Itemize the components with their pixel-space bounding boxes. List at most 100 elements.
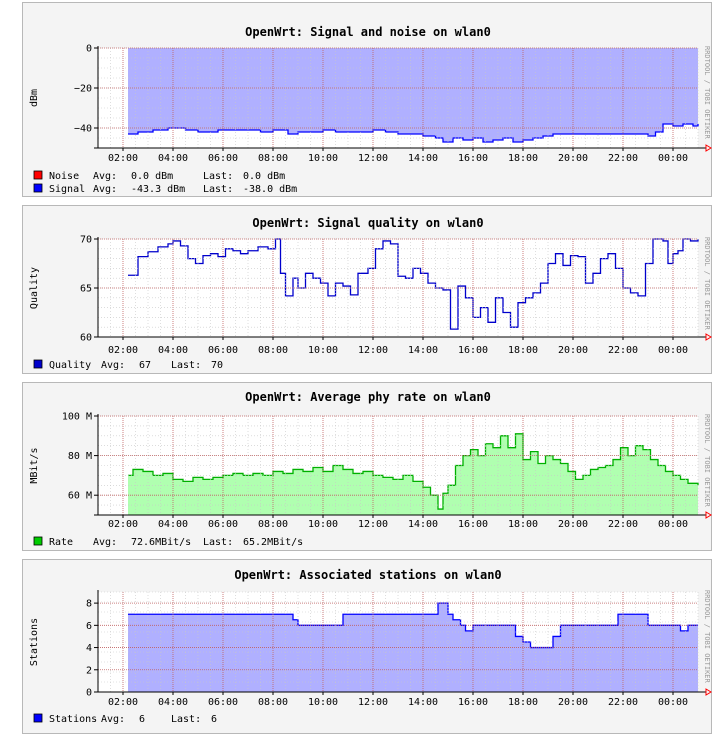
x-tick-label: 12:00 [358, 697, 388, 708]
x-tick-label: 08:00 [258, 345, 288, 356]
y-tick-label: 65 [80, 284, 92, 295]
chart-svg: 60 65 70 02:00 04:00 06:00 08:00 10:00 12:00 14:0… [29, 216, 712, 371]
x-tick-label: 14:00 [408, 697, 438, 708]
legend-avg-label: Avg: [93, 184, 117, 195]
chart-title: OpenWrt: Average phy rate on wlan0 [245, 390, 491, 404]
x-tick-label: 06:00 [208, 519, 238, 530]
legend-last-label: Last: [171, 360, 201, 371]
x-tick-label: 22:00 [608, 345, 638, 356]
x-tick-label: 16:00 [458, 153, 488, 164]
legend-last-value: 70 [211, 360, 223, 371]
x-tick-label: 08:00 [258, 153, 288, 164]
x-tick-label: 22:00 [608, 697, 638, 708]
x-tick-label: 20:00 [558, 519, 588, 530]
legend-swatch-quality [33, 359, 43, 369]
legend-name: Signal [49, 184, 85, 195]
x-axis-arrow-icon [705, 333, 712, 341]
legend-swatch-noise [33, 170, 43, 180]
rrdtool-watermark: RRDTOOL / TOBI OETIKER [703, 46, 711, 140]
y-tick-label: 60 [80, 333, 92, 344]
legend-avg-value: 72.6MBit/s [131, 537, 191, 548]
x-tick-label: 18:00 [508, 519, 538, 530]
x-tick-label: 10:00 [308, 153, 338, 164]
legend-avg-label: Avg: [101, 714, 125, 725]
y-tick-label: 2 [86, 665, 92, 676]
y-tick-label: 8 [86, 599, 92, 610]
chart-panel-phy-rate: 60 M 80 M 100 M 02:00 04:00 06:00 08:00 10:00 12… [22, 382, 712, 551]
legend-name: Rate [49, 537, 73, 548]
x-tick-label: 06:00 [208, 345, 238, 356]
legend-name: Stations [49, 714, 97, 725]
y-tick-label: 80 M [68, 451, 92, 462]
x-tick-label: 04:00 [158, 519, 188, 530]
legend-last-label: Last: [203, 537, 233, 548]
legend-swatch-signal [33, 183, 43, 193]
legend-avg-value: 0.0 dBm [131, 171, 173, 182]
legend-last-label: Last: [203, 171, 233, 182]
series-line-stations [128, 602, 698, 649]
y-axis-label: MBit/s [29, 447, 40, 483]
x-axis-arrow-icon [705, 511, 712, 519]
x-tick-label: 22:00 [608, 519, 638, 530]
legend-last-label: Last: [203, 184, 233, 195]
chart-title: OpenWrt: Signal quality on wlan0 [252, 216, 483, 230]
x-axis-arrow-icon [705, 688, 712, 696]
x-tick-label: 00:00 [658, 519, 688, 530]
x-tick-label: 14:00 [408, 519, 438, 530]
x-tick-label: 02:00 [108, 519, 138, 530]
x-tick-label: 20:00 [558, 697, 588, 708]
y-tick-label: 60 M [68, 491, 92, 502]
x-tick-label: 02:00 [108, 345, 138, 356]
x-tick-label: 04:00 [158, 697, 188, 708]
rrdtool-watermark: RRDTOOL / TOBI OETIKER [703, 237, 711, 331]
x-tick-label: 10:00 [308, 519, 338, 530]
x-tick-label: 18:00 [508, 345, 538, 356]
x-tick-label: 12:00 [358, 153, 388, 164]
series-area-rate [128, 433, 698, 515]
x-tick-label: 20:00 [558, 153, 588, 164]
chart-title: OpenWrt: Associated stations on wlan0 [234, 568, 501, 582]
x-tick-label: 18:00 [508, 697, 538, 708]
legend-avg-value: 6 [139, 714, 145, 725]
x-tick-label: 02:00 [108, 697, 138, 708]
legend-last-label: Last: [171, 714, 201, 725]
y-tick-label: 70 [80, 235, 92, 246]
y-tick-label: 0 [86, 44, 92, 55]
y-tick-label: 6 [86, 621, 92, 632]
legend-last-value: 0.0 dBm [243, 171, 285, 182]
legend-last-value: -38.0 dBm [243, 184, 297, 195]
x-tick-label: 16:00 [458, 697, 488, 708]
x-tick-label: 14:00 [408, 345, 438, 356]
legend-name: Noise [49, 171, 79, 182]
y-tick-label: 100 M [62, 412, 92, 423]
legend-swatch-rate [33, 536, 43, 546]
y-tick-label: −40 [74, 124, 92, 135]
x-tick-label: 00:00 [658, 697, 688, 708]
x-tick-label: 00:00 [658, 153, 688, 164]
legend-avg-label: Avg: [101, 360, 125, 371]
chart-panel-signal-noise: 0 −20 −40 02:00 04:00 06:00 08:00 10:00 12:00 14:… [22, 2, 712, 197]
x-tick-label: 14:00 [408, 153, 438, 164]
rrdtool-watermark: RRDTOOL / TOBI OETIKER [703, 414, 711, 508]
x-tick-label: 18:00 [508, 153, 538, 164]
x-tick-label: 16:00 [458, 345, 488, 356]
legend-last-value: 65.2MBit/s [243, 537, 303, 548]
x-tick-label: 08:00 [258, 519, 288, 530]
y-tick-label: −20 [74, 84, 92, 95]
legend-avg-value: -43.3 dBm [131, 184, 185, 195]
x-axis-arrow-icon [705, 144, 712, 152]
y-axis-label: Quality [29, 267, 40, 309]
series-area-signal [128, 48, 698, 142]
x-tick-label: 20:00 [558, 345, 588, 356]
chart-panel-stations: 0 2 4 6 8 02:00 04:00 06:00 08:00 10:00 12:00 14:00… [22, 559, 712, 734]
legend-swatch-stations [33, 713, 43, 723]
x-tick-label: 02:00 [108, 153, 138, 164]
x-tick-label: 16:00 [458, 519, 488, 530]
x-tick-label: 06:00 [208, 697, 238, 708]
chart-title: OpenWrt: Signal and noise on wlan0 [245, 25, 491, 39]
x-tick-label: 10:00 [308, 697, 338, 708]
legend-avg-value: 67 [139, 360, 151, 371]
legend-avg-label: Avg: [93, 171, 117, 182]
x-tick-label: 08:00 [258, 697, 288, 708]
x-tick-label: 04:00 [158, 153, 188, 164]
